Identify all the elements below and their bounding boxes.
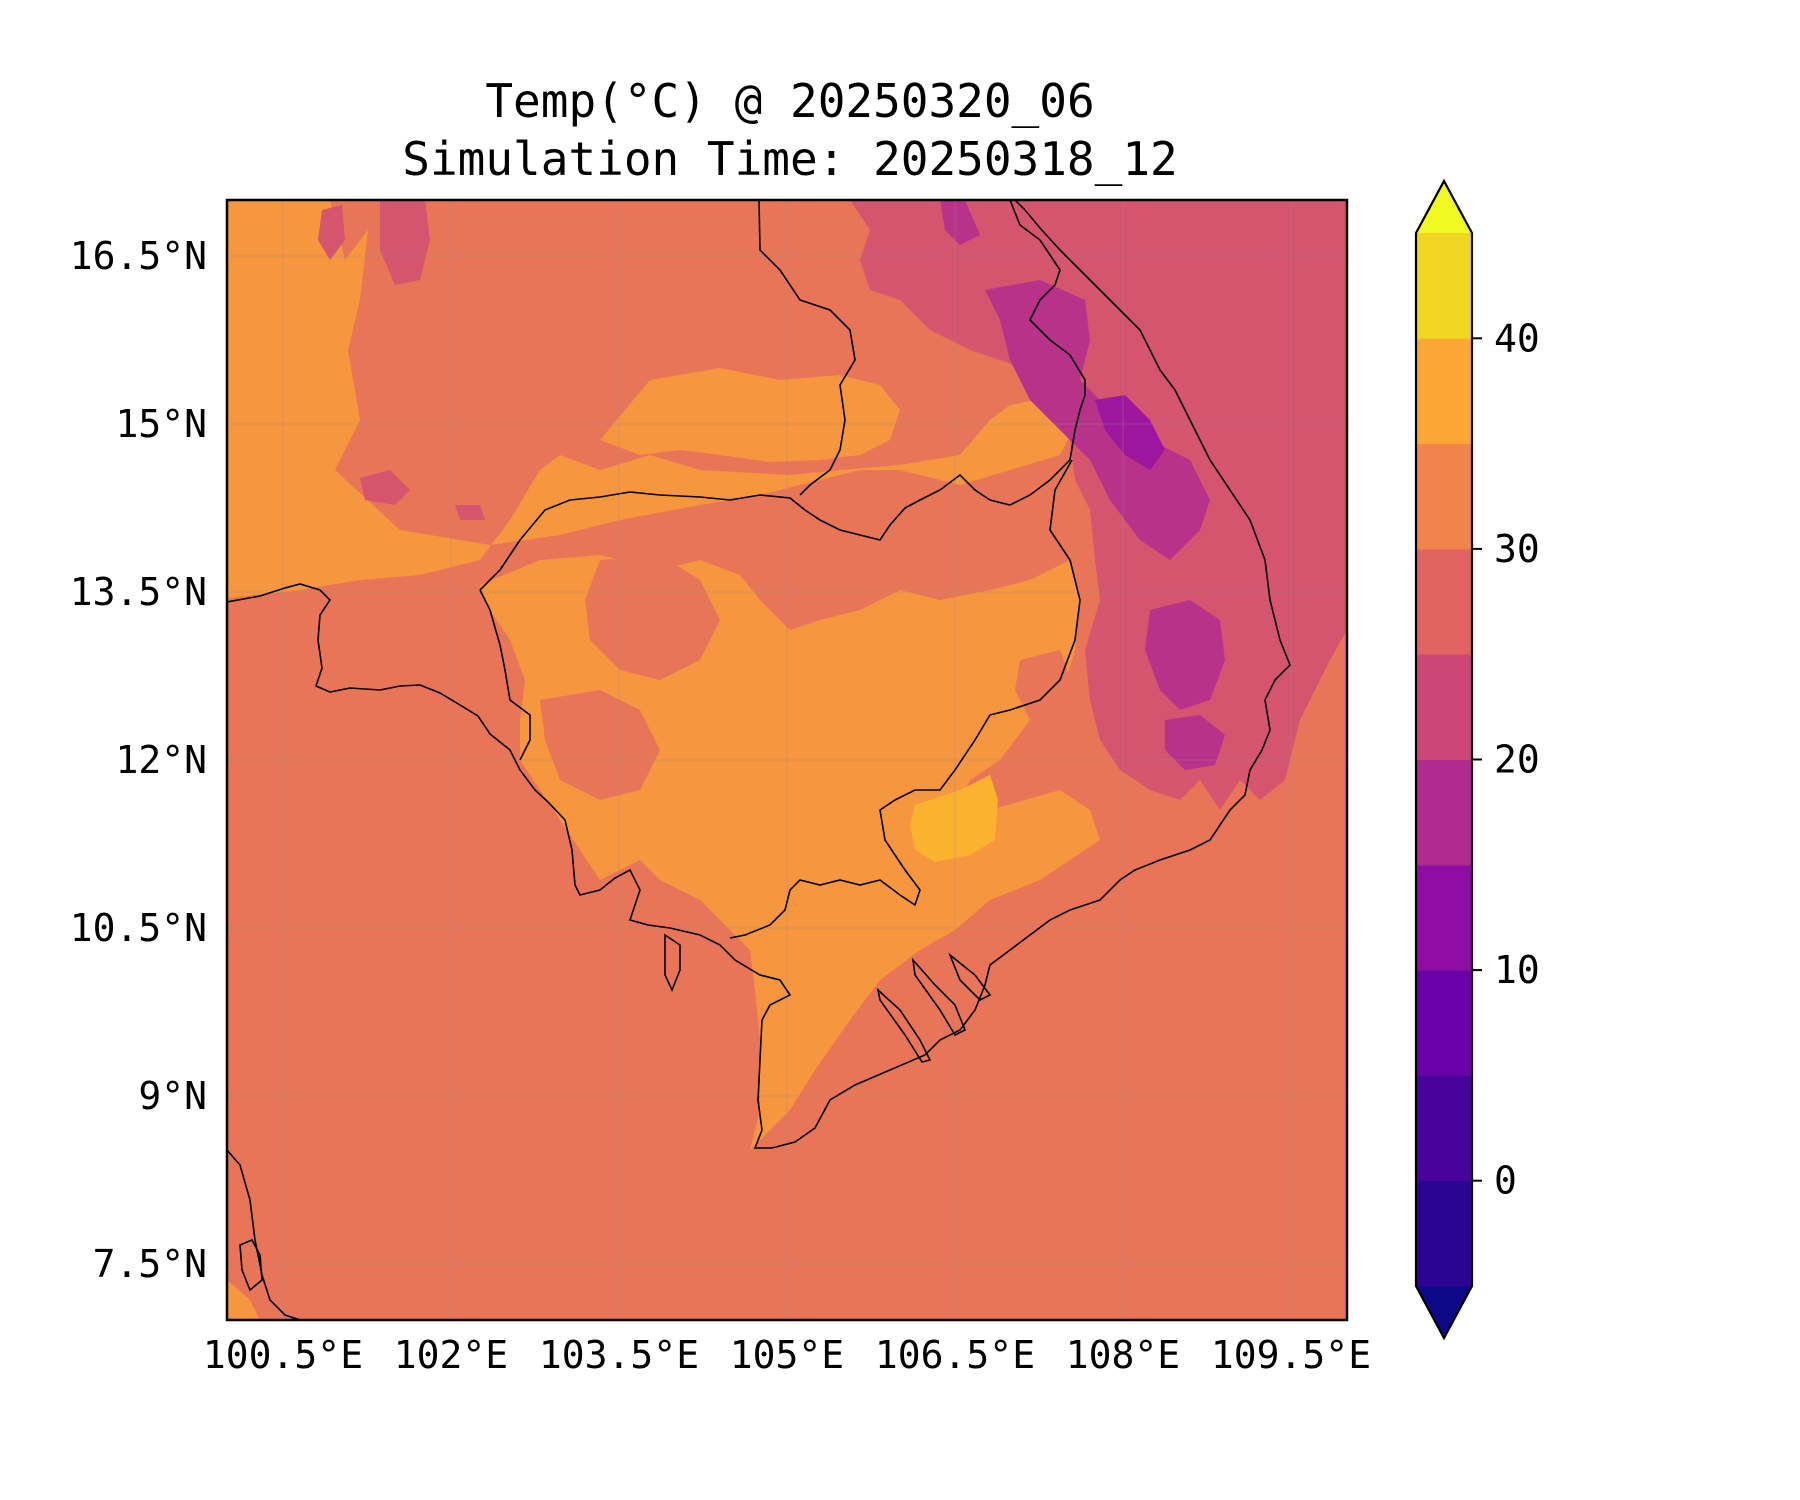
colorbar-tick-label: 0 [1494,1159,1517,1203]
temperature-zone-15-20-plateau [1145,600,1225,710]
temperature-zone-25-30-inner-1 [585,555,720,680]
border-cambodia-east [729,459,1081,939]
coastline-south-west [227,1149,301,1320]
map-frame [225,198,1349,1322]
border-thailand-cambodia-west [479,589,531,761]
plot-title: Temp(°C) @ 20250320_06 [485,74,1095,128]
temperature-zone-15-20-ridge [985,280,1210,560]
temperature-zone-20-25-northwest-1 [380,200,430,285]
x-tick-label: 100.5°E [203,1333,363,1377]
colorbar-bin [1416,759,1472,866]
coastline-gulf-of-thailand [227,200,1291,1149]
y-tick-label: 10.5°N [70,906,207,950]
temperature-zone-30-35-northwest [227,200,1075,598]
colorbar-bin [1416,1180,1472,1287]
temperature-zone-20-25-ribbon-1 [360,470,410,505]
graticule [227,200,1347,1320]
x-tick-label: 103.5°E [539,1333,699,1377]
y-tick-label: 12°N [115,738,207,782]
temperature-zone-15-20-north [940,200,980,245]
temperature-zone-30-35-central [480,555,1100,1150]
delta-channel-1 [876,987,932,1063]
colorbar-bin [1416,548,1472,655]
temperature-zone-20-25-ribbon-2 [455,505,485,520]
plot-subtitle: Simulation Time: 20250318_12 [402,132,1178,186]
temperature-zone-15-20-south [1165,715,1225,770]
colorbar-bin [1416,233,1472,339]
x-tick-label: 102°E [394,1333,508,1377]
colorbar-bin [1416,443,1472,550]
island-phu-quoc [664,933,681,993]
y-tick-label: 15°N [115,402,207,446]
temperature-zone-30-35-south-coast [227,1280,260,1320]
colorbar-tick-label: 30 [1494,527,1540,571]
longitude-axis: 100.5°E 102°E 103.5°E 105°E 106.5°E 108°E 109.… [203,1333,1371,1377]
temperature-zone-10-15-core [1095,395,1165,470]
delta-channel-2 [911,957,967,1037]
colorbar-extend-over [1416,181,1472,233]
x-tick-label: 109.5°E [1211,1333,1371,1377]
y-tick-label: 9°N [138,1074,207,1118]
y-tick-label: 16.5°N [70,234,207,278]
delta-channel-3 [948,952,992,1001]
colorbar-tick-label: 40 [1494,316,1540,360]
border-cambodia-north [479,200,1086,591]
latitude-axis: 16.5°N 15°N 13.5°N 12°N 10.5°N 9°N 7.5°N [70,234,207,1286]
colorbar-bin [1416,338,1472,445]
temperature-zone-20-25-northwest-2 [318,205,345,260]
colorbar-bin [1416,1075,1472,1182]
colorbar-tick-label: 10 [1494,948,1540,992]
coastline-and-borders [227,200,1291,1320]
island-1 [239,1238,263,1292]
colorbar: 0 10 20 30 40 [1414,178,1540,1341]
x-tick-label: 105°E [730,1333,844,1377]
x-tick-label: 108°E [1066,1333,1180,1377]
colorbar-tick-label: 20 [1494,738,1540,782]
colorbar-bin [1416,864,1472,971]
colorbar-bin [1416,970,1472,1076]
colorbar-extend-under [1416,1286,1472,1338]
border-thailand-laos [758,200,856,496]
x-tick-label: 106.5°E [875,1333,1035,1377]
y-tick-label: 7.5°N [93,1242,207,1286]
y-tick-label: 13.5°N [70,570,207,614]
temperature-map [227,200,1347,1320]
temperature-zone-35-40-hotspot [910,775,998,862]
temperature-zone-30-35-laos [600,368,900,462]
temperature-zone-25-30-inner-2 [540,690,660,800]
colorbar-outline [1414,178,1474,1341]
colorbar-bin [1416,654,1472,760]
